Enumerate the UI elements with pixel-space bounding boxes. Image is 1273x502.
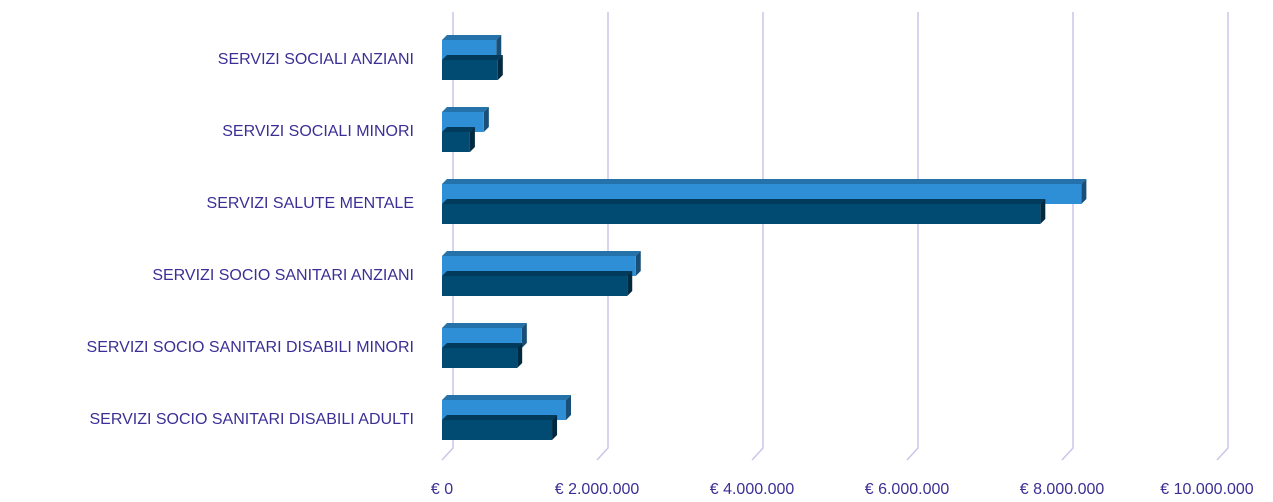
bar xyxy=(442,199,1046,224)
bar-face xyxy=(442,323,527,328)
x-tick-label: € 8.000.000 xyxy=(1020,481,1105,498)
bar-face xyxy=(442,343,523,348)
bar-face xyxy=(442,35,502,40)
grid-line xyxy=(1061,12,1074,461)
bar-face xyxy=(442,415,558,420)
bar-face xyxy=(442,55,503,60)
grid-line xyxy=(1216,12,1229,461)
bar xyxy=(442,55,503,80)
grid-line xyxy=(751,12,764,461)
bar-face xyxy=(442,204,1041,224)
bar-face xyxy=(521,323,527,348)
bar-face xyxy=(1040,199,1046,224)
bar-face xyxy=(483,107,489,132)
bar-face xyxy=(635,251,641,276)
grid-line xyxy=(906,12,919,461)
bar-face xyxy=(442,60,498,80)
bar-face xyxy=(442,395,571,400)
bar-face xyxy=(496,35,502,60)
grid-line xyxy=(596,12,609,461)
bar xyxy=(442,343,523,368)
x-tick-label: € 0 xyxy=(431,481,453,498)
x-tick-label: € 4.000.000 xyxy=(710,481,795,498)
category-label: SERVIZI SALUTE MENTALE xyxy=(207,195,414,212)
bar-face xyxy=(442,276,628,296)
category-label: SERVIZI SOCIO SANITARI DISABILI MINORI xyxy=(87,339,414,356)
bar xyxy=(442,127,475,152)
bar xyxy=(442,271,633,296)
bar-face xyxy=(552,415,558,440)
x-tick-label: € 6.000.000 xyxy=(865,481,950,498)
category-label: SERVIZI SOCIALI MINORI xyxy=(222,123,414,140)
bar-face xyxy=(442,179,1087,184)
category-label: SERVIZI SOCIO SANITARI DISABILI ADULTI xyxy=(89,411,414,428)
bar-face xyxy=(442,271,633,276)
x-tick-label: € 10.000.000 xyxy=(1160,481,1254,498)
bar-face xyxy=(442,420,553,440)
grid-line xyxy=(441,12,454,461)
bar-face xyxy=(1081,179,1087,204)
bar-face xyxy=(469,127,475,152)
bar-face xyxy=(442,132,470,152)
bar-face xyxy=(442,107,489,112)
category-label: SERVIZI SOCIO SANITARI ANZIANI xyxy=(152,267,414,284)
bar-face xyxy=(627,271,633,296)
bar-face xyxy=(442,127,475,132)
bar-face xyxy=(442,251,641,256)
bar-face xyxy=(517,343,523,368)
x-tick-label: € 2.000.000 xyxy=(555,481,640,498)
bar-face xyxy=(497,55,503,80)
bar-face xyxy=(566,395,571,420)
bar xyxy=(442,415,558,440)
bar-face xyxy=(442,199,1046,204)
category-label: SERVIZI SOCIALI ANZIANI xyxy=(218,51,414,68)
bar-face xyxy=(442,348,518,368)
